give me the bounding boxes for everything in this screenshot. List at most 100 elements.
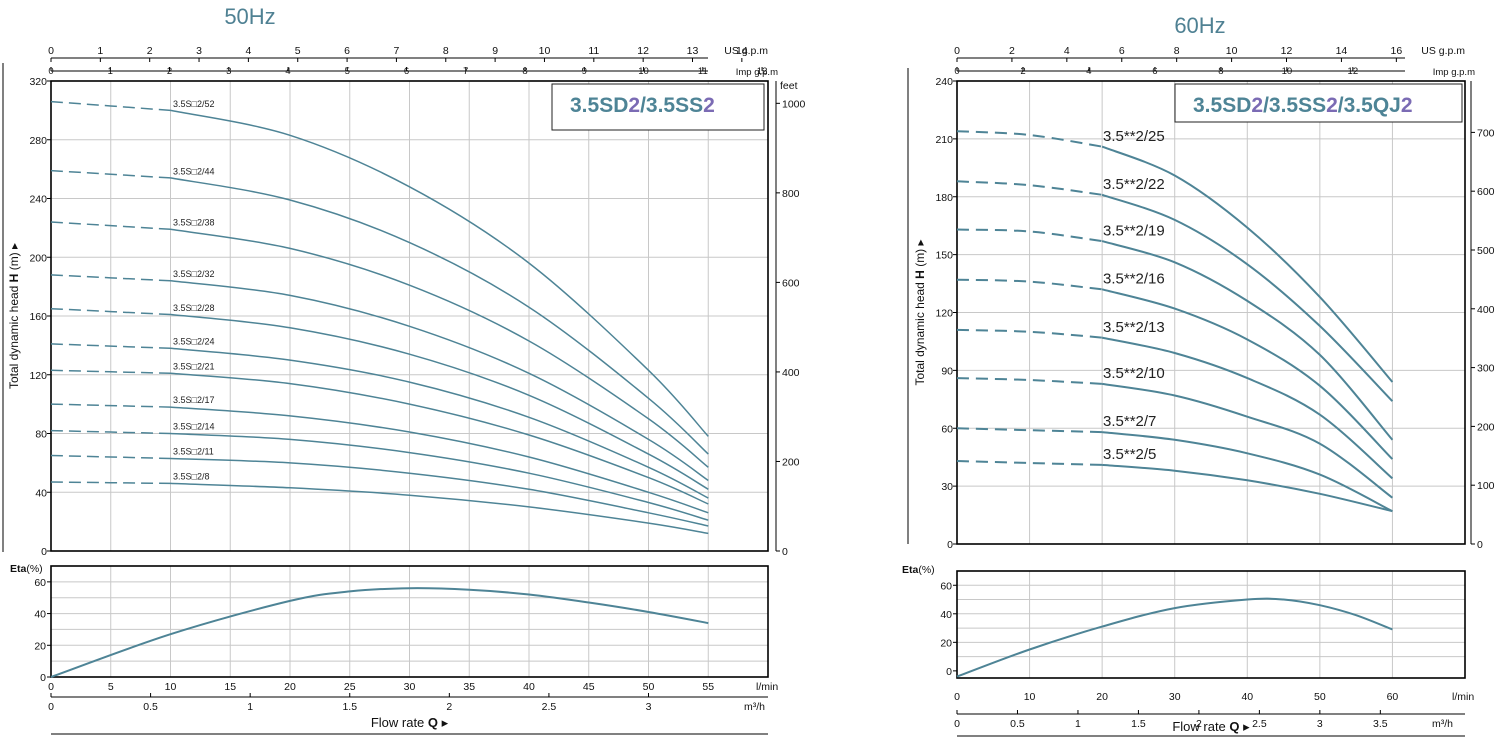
y-tick-label: 0 bbox=[41, 546, 47, 558]
imp-gpm-tick-label: 4 bbox=[285, 66, 290, 77]
model-name-part: 2 bbox=[703, 94, 715, 117]
series-label: 3.5**2/5 bbox=[1103, 446, 1156, 463]
m3h-tick-label: 0 bbox=[48, 701, 54, 713]
m3h-tick-label: 3.5 bbox=[1373, 718, 1388, 730]
head-curve-dashed bbox=[50, 100, 171, 112]
m3h-tick-label: 1.5 bbox=[1131, 718, 1146, 730]
y-axis-label: Total dynamic head H (m) ▸ bbox=[7, 243, 21, 389]
imp-gpm-tick-label: 4 bbox=[1086, 66, 1091, 77]
head-curve-dashed bbox=[50, 343, 171, 350]
eta-label: Eta(%) bbox=[902, 564, 935, 576]
us-gpm-tick-label: 13 bbox=[687, 45, 699, 57]
head-curve bbox=[170, 228, 709, 468]
feet-tick-label: 100 bbox=[1477, 480, 1495, 492]
imp-gpm-tick-label: 6 bbox=[404, 66, 409, 77]
model-box bbox=[1174, 83, 1463, 123]
model-name: 3.5SD2/3.5SS2 bbox=[570, 94, 715, 117]
m3h-tick-label: 2 bbox=[1196, 718, 1202, 730]
hz60-chart: 60Hz030609012015018021024001002003004005… bbox=[902, 13, 1495, 737]
imp-gpm-tick-label: 10 bbox=[638, 66, 649, 77]
us-gpm-tick-label: 0 bbox=[954, 45, 960, 57]
lmin-label: l/min bbox=[756, 681, 778, 693]
us-gpm-tick-label: 7 bbox=[394, 45, 400, 57]
feet-tick-label: 400 bbox=[1477, 304, 1495, 316]
y-tick-label: 200 bbox=[29, 252, 47, 264]
lmin-tick-label: 0 bbox=[954, 691, 960, 703]
y-tick-label: 280 bbox=[29, 135, 47, 147]
us-gpm-tick-label: 8 bbox=[1174, 45, 1180, 57]
flow-rate-label: Flow rate Q ▸ bbox=[371, 715, 449, 730]
imp-gpm-tick-label: 3 bbox=[226, 66, 231, 77]
imp-gpm-tick-label: 7 bbox=[463, 66, 468, 77]
eta-tick-label: 60 bbox=[34, 577, 46, 589]
head-curve bbox=[170, 482, 709, 535]
efficiency-curve bbox=[50, 587, 709, 678]
y-tick-label: 210 bbox=[935, 134, 953, 146]
y-tick-label: 120 bbox=[29, 370, 47, 382]
eta-tick-label: 0 bbox=[40, 672, 46, 684]
imp-gpm-tick-label: 2 bbox=[1020, 66, 1025, 77]
head-curve-dashed bbox=[50, 221, 171, 231]
lmin-tick-label: 30 bbox=[1169, 691, 1181, 703]
head-curve-dashed bbox=[50, 454, 171, 460]
eta-tick-label: 40 bbox=[34, 609, 46, 621]
us-gpm-tick-label: 9 bbox=[492, 45, 498, 57]
imp-gpm-tick-label: 2 bbox=[167, 66, 172, 77]
lmin-tick-label: 50 bbox=[643, 681, 655, 693]
imp-gpm-label: Imp g.p.m bbox=[1433, 67, 1475, 78]
us-gpm-tick-label: 1 bbox=[97, 45, 103, 57]
lmin-tick-label: 10 bbox=[1024, 691, 1036, 703]
eta-tick-label: 20 bbox=[34, 640, 46, 652]
imp-gpm-tick-label: 12 bbox=[1348, 66, 1359, 77]
head-curve bbox=[1101, 336, 1394, 480]
imp-gpm-tick-label: 11 bbox=[698, 66, 708, 77]
flow-rate-q: Q bbox=[428, 715, 438, 730]
lmin-tick-label: 10 bbox=[165, 681, 177, 693]
eta-label-bold: Eta bbox=[10, 563, 27, 575]
model-name-part: /3.5SS bbox=[640, 94, 703, 117]
us-gpm-tick-label: 2 bbox=[1009, 45, 1015, 57]
feet-tick-label: 600 bbox=[782, 277, 800, 289]
lmin-tick-label: 20 bbox=[284, 681, 296, 693]
series-label: 3.5**2/10 bbox=[1103, 365, 1165, 382]
series-label: 3.5**2/16 bbox=[1103, 271, 1165, 288]
flow-rate-text: Flow rate bbox=[1172, 719, 1229, 734]
model-box bbox=[551, 83, 765, 131]
lmin-tick-label: 5 bbox=[108, 681, 114, 693]
series-label: 3.5S□2/28 bbox=[173, 303, 214, 313]
us-gpm-label: US g.p.m bbox=[724, 45, 768, 57]
m3h-tick-label: 0.5 bbox=[143, 701, 158, 713]
head-curve-dashed bbox=[50, 307, 171, 316]
feet-label: feet bbox=[780, 80, 798, 92]
lmin-tick-label: 40 bbox=[523, 681, 535, 693]
eta-label-post: (%) bbox=[26, 563, 42, 575]
us-gpm-tick-label: 3 bbox=[196, 45, 202, 57]
m3h-tick-label: 0.5 bbox=[1010, 718, 1025, 730]
head-curve bbox=[170, 432, 709, 521]
series-label: 3.5S□2/11 bbox=[173, 447, 214, 457]
y-axis-label-pre: Total dynamic head bbox=[7, 282, 21, 389]
imp-gpm-tick-label: 9 bbox=[582, 66, 587, 77]
model-name-part: /3.5SS bbox=[1263, 94, 1326, 117]
flow-rate-label: Flow rate Q ▸ bbox=[1172, 719, 1250, 734]
head-curve bbox=[170, 457, 709, 527]
lmin-tick-label: 25 bbox=[344, 681, 356, 693]
us-gpm-tick-label: 12 bbox=[637, 45, 649, 57]
head-curve bbox=[1101, 288, 1394, 460]
head-curve bbox=[1101, 382, 1393, 499]
head-curve bbox=[170, 406, 709, 514]
y-tick-label: 240 bbox=[935, 76, 953, 88]
y-tick-label: 320 bbox=[29, 76, 47, 88]
us-gpm-tick-label: 14 bbox=[1336, 45, 1348, 57]
lmin-tick-label: 40 bbox=[1241, 691, 1253, 703]
eta-tick-label: 40 bbox=[940, 609, 952, 621]
feet-tick-label: 400 bbox=[782, 367, 800, 379]
y-axis-label: Total dynamic head H (m) ▸ bbox=[913, 239, 927, 385]
series-label: 3.5S□2/38 bbox=[173, 218, 214, 228]
series-label: 3.5S□2/17 bbox=[173, 395, 214, 405]
imp-gpm-tick-label: 12 bbox=[757, 66, 768, 77]
y-axis-label-pre: Total dynamic head bbox=[913, 279, 927, 386]
imp-gpm-tick-label: 6 bbox=[1152, 66, 1157, 77]
model-name-part: 3.5SD bbox=[1193, 94, 1251, 117]
